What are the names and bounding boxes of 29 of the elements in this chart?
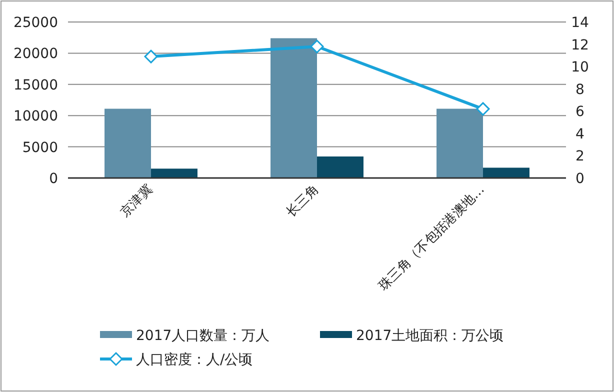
- y-tick-label: 10000: [13, 108, 58, 125]
- y2-tick-label: 10: [571, 60, 589, 76]
- y-tick-label: 5000: [22, 140, 58, 156]
- y2-tick-label: 4: [576, 126, 585, 142]
- bar: [436, 108, 483, 178]
- bar: [483, 168, 530, 178]
- y2-tick-label: 14: [571, 15, 589, 31]
- y-tick-label: 15000: [13, 77, 58, 94]
- x-tick-label: 长三角: [284, 182, 322, 220]
- y2-tick-label: 2: [576, 148, 584, 165]
- y2-tick-label: 6: [576, 104, 585, 120]
- y-tick-label: 25000: [13, 15, 58, 31]
- y2-tick-label: 12: [571, 37, 589, 54]
- y-tick-label: 20000: [13, 46, 58, 62]
- legend-label: 2017土地面积：万公顷: [356, 328, 504, 344]
- point: [476, 102, 490, 116]
- x-tick-label: 珠三角（不包括港澳地…: [376, 182, 488, 294]
- legend-label: 人口密度：人/公顷: [136, 352, 253, 368]
- bar: [317, 156, 364, 178]
- y-tick-label: 0: [49, 171, 58, 187]
- bar: [104, 108, 151, 178]
- x-tick-label: 京津冀: [118, 182, 156, 220]
- bar: [270, 38, 317, 178]
- y2-tick-label: 0: [576, 171, 584, 187]
- bar: [151, 168, 198, 178]
- point: [310, 40, 324, 54]
- point: [144, 50, 158, 64]
- legend-label: 2017人口数量：万人: [136, 328, 270, 344]
- y2-tick-label: 8: [576, 82, 584, 98]
